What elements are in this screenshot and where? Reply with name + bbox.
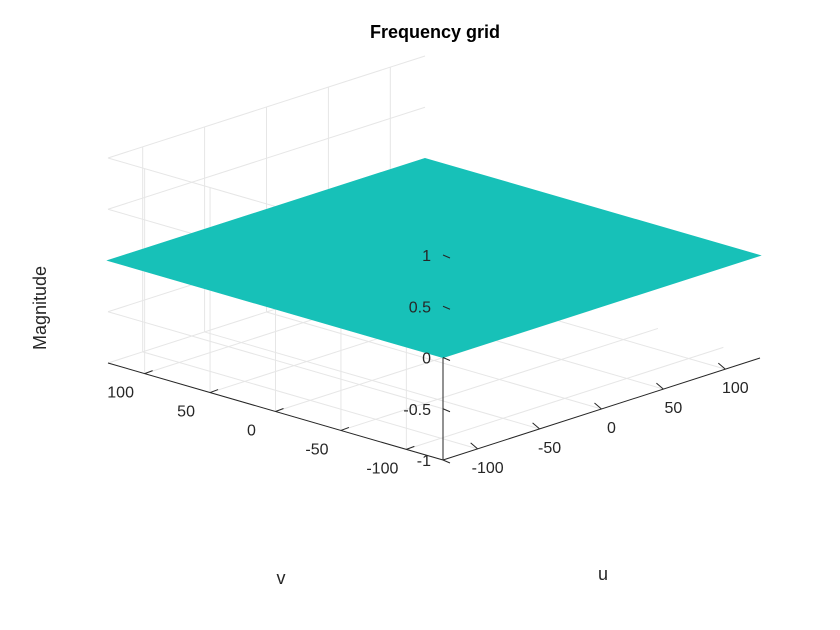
z-tick-mark-2 <box>442 357 451 361</box>
x-tick-mark-0 <box>470 442 478 450</box>
x-tick-mark-3 <box>656 382 664 390</box>
gridline-backwall-z-4 <box>107 55 426 159</box>
y-tick-mark-1 <box>340 426 350 431</box>
x-tick-label-0: -100 <box>472 460 504 477</box>
z-tick-label-2: 0 <box>422 351 431 368</box>
gridline-backwall-z-3 <box>107 106 426 210</box>
surface-plane <box>106 157 762 359</box>
y-tick-label-3: 50 <box>177 404 195 421</box>
x-tick-label-1: -50 <box>538 440 561 457</box>
tick-layer: -100 -50 0 50 100 -100 -50 0 50 100 -1 -0.5 0 0.5 1 <box>107 248 748 477</box>
y-tick-mark-2 <box>275 408 284 412</box>
chart-title: Frequency grid <box>370 22 500 42</box>
z-tick-mark-1 <box>442 408 451 413</box>
z-tick-label-4: 1 <box>422 248 431 265</box>
y-tick-mark-3 <box>209 389 219 394</box>
y-tick-label-2: 0 <box>247 423 256 440</box>
y-tick-label-1: -50 <box>305 441 328 458</box>
surface-layer <box>106 157 762 359</box>
z-tick-mark-0 <box>442 459 451 464</box>
gridline-leftwall-z-1 <box>107 311 444 410</box>
z-tick-mark-3 <box>442 305 451 310</box>
z-tick-mark-4 <box>442 254 451 259</box>
z-tick-label-0: -1 <box>417 453 431 470</box>
x-tick-mark-2 <box>594 402 602 410</box>
x-tick-label-3: 50 <box>665 400 683 417</box>
y-axis-label: v <box>277 568 286 588</box>
gridline-floor-v-1 <box>340 327 659 431</box>
x-tick-mark-1 <box>532 422 540 430</box>
y-tick-label-0: -100 <box>366 460 398 477</box>
z-tick-label-3: 0.5 <box>409 299 431 316</box>
z-tick-label-1: -0.5 <box>403 402 431 419</box>
gridline-floor-v-0 <box>406 346 724 450</box>
x-tick-label-4: 100 <box>722 380 749 397</box>
x-axis-label: u <box>598 564 608 584</box>
x-tick-mark-4 <box>718 362 726 370</box>
x-tick-label-2: 0 <box>607 420 616 437</box>
y-tick-mark-4 <box>144 370 153 375</box>
z-axis-label: Magnitude <box>30 266 50 350</box>
y-tick-label-4: 100 <box>107 385 134 402</box>
y-tick-mark-0 <box>406 445 415 450</box>
